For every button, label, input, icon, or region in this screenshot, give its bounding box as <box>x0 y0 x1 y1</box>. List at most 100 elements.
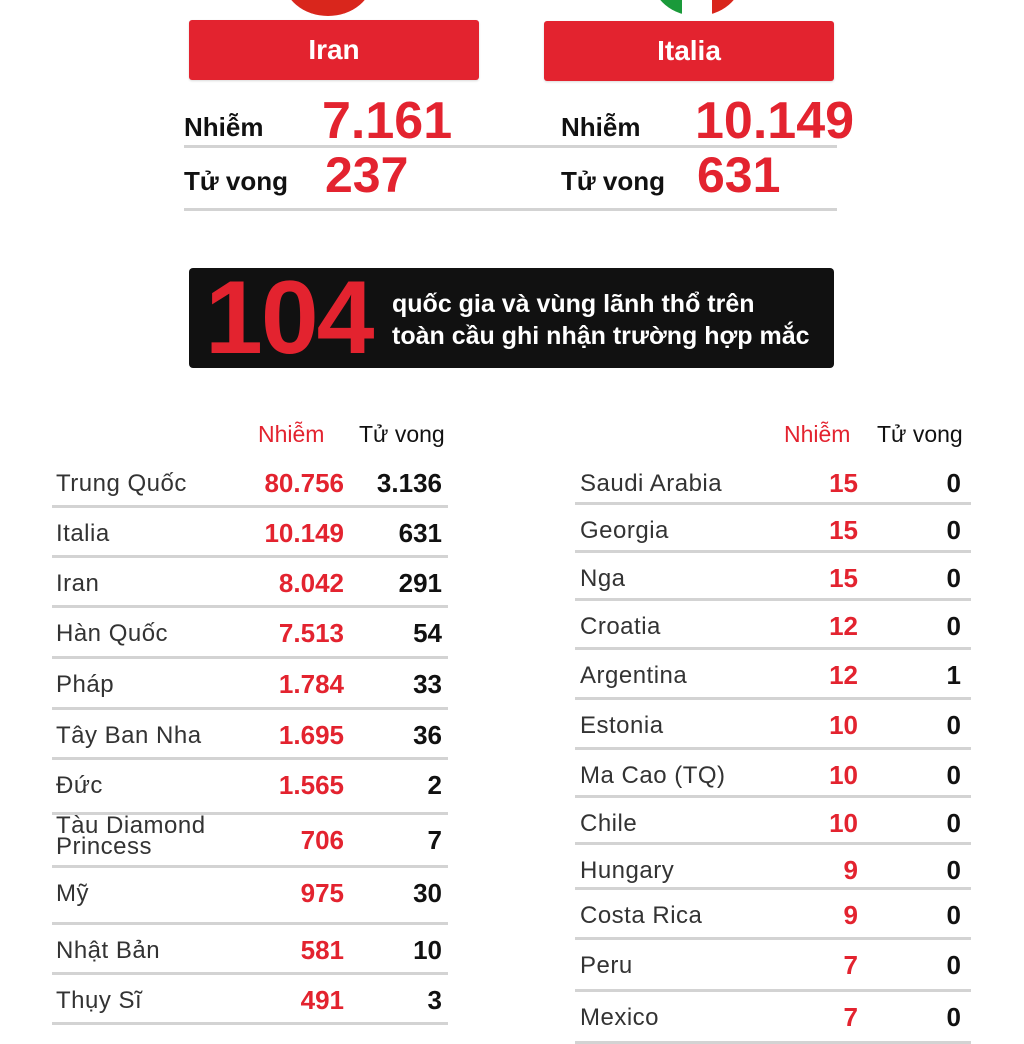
country-name: Hungary <box>580 857 675 884</box>
country-name: Pháp <box>56 671 115 698</box>
infected-value: 1.695 <box>278 720 344 750</box>
table-row: Pháp 1.784 33 <box>52 659 448 710</box>
italia-deaths-value: 631 <box>697 147 781 203</box>
row-divider <box>575 887 971 890</box>
country-name: Argentina <box>580 662 688 689</box>
table-row: Hungary 9 0 <box>575 845 971 890</box>
divider <box>476 145 837 148</box>
deaths-value: 3.136 <box>376 468 442 498</box>
right-header-infected: Nhiễm <box>784 421 851 447</box>
country-name: Nhật Bản <box>56 937 161 964</box>
country-name: Estonia <box>580 712 664 739</box>
deaths-value: 30 <box>413 878 442 908</box>
summary-count: 104 <box>205 260 375 376</box>
deaths-value: 0 <box>946 1002 961 1032</box>
iran-deaths-value: 237 <box>325 147 409 203</box>
table-row: Thụy Sĩ 491 3 <box>52 975 448 1025</box>
table-row: Trung Quốc 80.756 3.136 <box>52 458 448 508</box>
italia-infected-value: 10.149 <box>695 92 855 150</box>
infected-value: 15 <box>829 468 858 498</box>
country-name: Saudi Arabia <box>580 470 723 497</box>
table-row: Chile 10 0 <box>575 798 971 845</box>
row-divider <box>575 550 971 553</box>
deaths-value: 0 <box>946 760 961 790</box>
row-divider <box>575 795 971 798</box>
infected-value: 10 <box>829 710 858 740</box>
divider <box>476 208 837 211</box>
deaths-value: 1 <box>946 660 961 690</box>
left-header-deaths: Tử vong <box>359 421 445 447</box>
country-name-line: Tàu Diamond <box>56 812 206 839</box>
table-row: Mỹ 975 30 <box>52 868 448 925</box>
summary-box <box>189 268 834 368</box>
row-divider <box>575 697 971 700</box>
row-divider <box>52 555 448 558</box>
italia-banner: Italia <box>544 21 834 81</box>
row-divider <box>575 989 971 992</box>
deaths-value: 2 <box>427 770 442 800</box>
row-divider <box>52 922 448 925</box>
right-header-deaths: Tử vong <box>877 421 963 447</box>
summary-text: quốc gia và vùng lãnh thổ trên toàn cầu … <box>392 288 810 352</box>
divider <box>184 145 476 148</box>
country-name: Mỹ <box>56 880 89 907</box>
table-row: Mexico 7 0 <box>575 992 971 1044</box>
row-divider <box>575 842 971 845</box>
deaths-value: 0 <box>946 808 961 838</box>
infected-value: 8.042 <box>278 568 344 598</box>
infected-value: 15 <box>829 515 858 545</box>
country-name: Iran <box>56 570 100 597</box>
row-divider <box>52 865 448 868</box>
country-name: Chile <box>580 810 638 837</box>
row-divider <box>575 647 971 650</box>
deaths-value: 0 <box>946 468 961 498</box>
deaths-value: 7 <box>427 825 442 855</box>
italia-deaths-label: Tử vong <box>561 166 666 196</box>
iran-deaths-label: Tử vong <box>184 166 289 196</box>
row-divider <box>52 707 448 710</box>
country-name: Georgia <box>580 517 669 544</box>
row-divider <box>52 505 448 508</box>
infected-value: 15 <box>829 563 858 593</box>
infected-value: 975 <box>300 878 344 908</box>
infected-value: 7 <box>843 1002 858 1032</box>
row-divider <box>52 972 448 975</box>
infected-value: 7.513 <box>278 618 344 648</box>
table-row: Ma Cao (TQ) 10 0 <box>575 750 971 798</box>
row-divider <box>52 757 448 760</box>
deaths-value: 3 <box>427 985 442 1015</box>
infected-value: 9 <box>843 900 858 930</box>
infected-value: 1.784 <box>278 669 344 699</box>
country-name: Mexico <box>580 1004 660 1031</box>
table-row: Tây Ban Nha 1.695 36 <box>52 710 448 760</box>
infected-value: 10 <box>829 808 858 838</box>
country-name-line: Princess <box>56 833 153 860</box>
table-row: Saudi Arabia 15 0 <box>575 458 971 505</box>
deaths-value: 0 <box>946 950 961 980</box>
deaths-value: 291 <box>398 568 442 598</box>
infected-value: 10 <box>829 760 858 790</box>
table-row: Tàu Diamond Princess 706 7 <box>52 812 448 868</box>
table-row: Peru 7 0 <box>575 940 971 992</box>
infected-value: 7 <box>843 950 858 980</box>
iran-flag-icon <box>283 0 373 16</box>
infected-value: 491 <box>300 985 344 1015</box>
deaths-value: 0 <box>946 855 961 885</box>
table-row: Đức 1.565 2 <box>52 760 448 815</box>
row-divider <box>52 605 448 608</box>
table-row: Hàn Quốc 7.513 54 <box>52 608 448 659</box>
country-name: Costa Rica <box>580 902 703 929</box>
country-name: Tàu Diamond Princess <box>56 812 206 860</box>
country-name: Peru <box>580 952 633 979</box>
infected-value: 12 <box>829 660 858 690</box>
country-name: Nga <box>580 565 626 592</box>
infected-value: 12 <box>829 611 858 641</box>
country-name: Thụy Sĩ <box>56 987 143 1014</box>
country-name: Hàn Quốc <box>56 620 169 647</box>
deaths-value: 54 <box>413 618 442 648</box>
deaths-value: 0 <box>946 900 961 930</box>
deaths-value: 33 <box>413 669 442 699</box>
italy-flag-icon <box>652 0 742 16</box>
table-row: Iran 8.042 291 <box>52 558 448 608</box>
row-divider <box>575 502 971 505</box>
